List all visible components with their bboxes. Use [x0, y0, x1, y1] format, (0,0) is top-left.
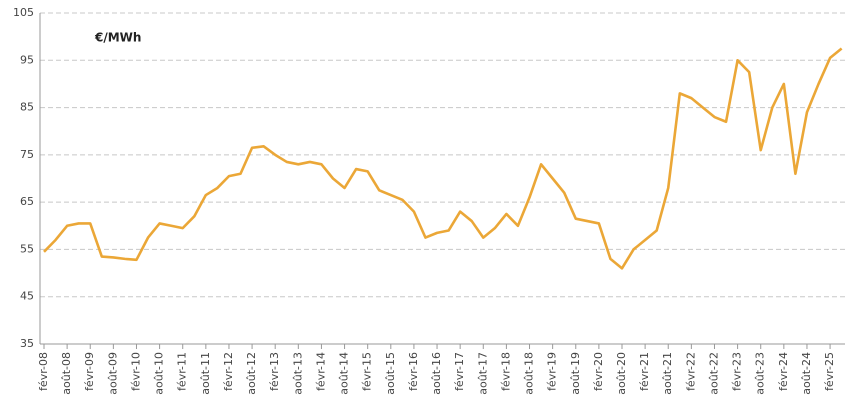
x-tick-label: août-10	[153, 352, 166, 395]
x-tick-label: août-09	[106, 352, 119, 395]
y-tick-label: 75	[20, 148, 34, 161]
x-tick-label: août-18	[523, 352, 536, 395]
unit-annotation: €/MWh	[94, 31, 141, 45]
x-tick-label: févr-17	[453, 352, 466, 391]
x-tick-label: févr-08	[37, 352, 50, 391]
x-tick-label: août-12	[245, 352, 258, 395]
x-tick-label: août-16	[430, 352, 443, 395]
x-tick-label: févr-19	[546, 352, 559, 391]
x-tick-label: févr-12	[222, 352, 235, 391]
x-tick-label: août-11	[199, 352, 212, 395]
x-tick-label: févr-10	[129, 352, 142, 391]
x-tick-label: août-22	[707, 352, 720, 395]
x-tick-label: août-23	[754, 352, 767, 395]
x-tick-label: févr-22	[684, 352, 697, 391]
y-tick-label: 105	[13, 6, 34, 19]
y-tick-label: 55	[20, 242, 34, 255]
x-tick-label: août-17	[476, 352, 489, 395]
x-tick-label: févr-20	[592, 352, 605, 391]
x-tick-label: févr-16	[407, 352, 420, 391]
x-tick-label: févr-25	[823, 352, 836, 391]
x-tick-label: août-14	[338, 352, 351, 395]
x-tick-label: août-19	[569, 352, 582, 395]
x-tick-label: févr-09	[83, 352, 96, 391]
x-tick-label: févr-21	[638, 352, 651, 391]
x-tick-label: févr-13	[268, 352, 281, 391]
x-tick-label: févr-14	[314, 352, 327, 391]
x-tick-label: févr-15	[361, 352, 374, 391]
x-tick-label: févr-24	[777, 352, 790, 391]
y-tick-label: 45	[20, 290, 34, 303]
price-line	[43, 47, 843, 270]
x-tick-label: août-21	[661, 352, 674, 395]
x-tick-label: août-08	[60, 352, 73, 395]
x-tick-label: févr-23	[731, 352, 744, 391]
x-tick-label: août-13	[291, 352, 304, 395]
x-tick-label: août-15	[384, 352, 397, 395]
x-tick-label: août-20	[615, 352, 628, 395]
y-tick-label: 85	[20, 101, 34, 114]
x-tick-label: févr-18	[499, 352, 512, 391]
y-tick-label: 35	[20, 337, 34, 350]
y-tick-label: 95	[20, 53, 34, 66]
x-tick-label: févr-11	[176, 352, 189, 391]
y-tick-label: 65	[20, 195, 34, 208]
x-tick-label: août-24	[800, 352, 813, 395]
